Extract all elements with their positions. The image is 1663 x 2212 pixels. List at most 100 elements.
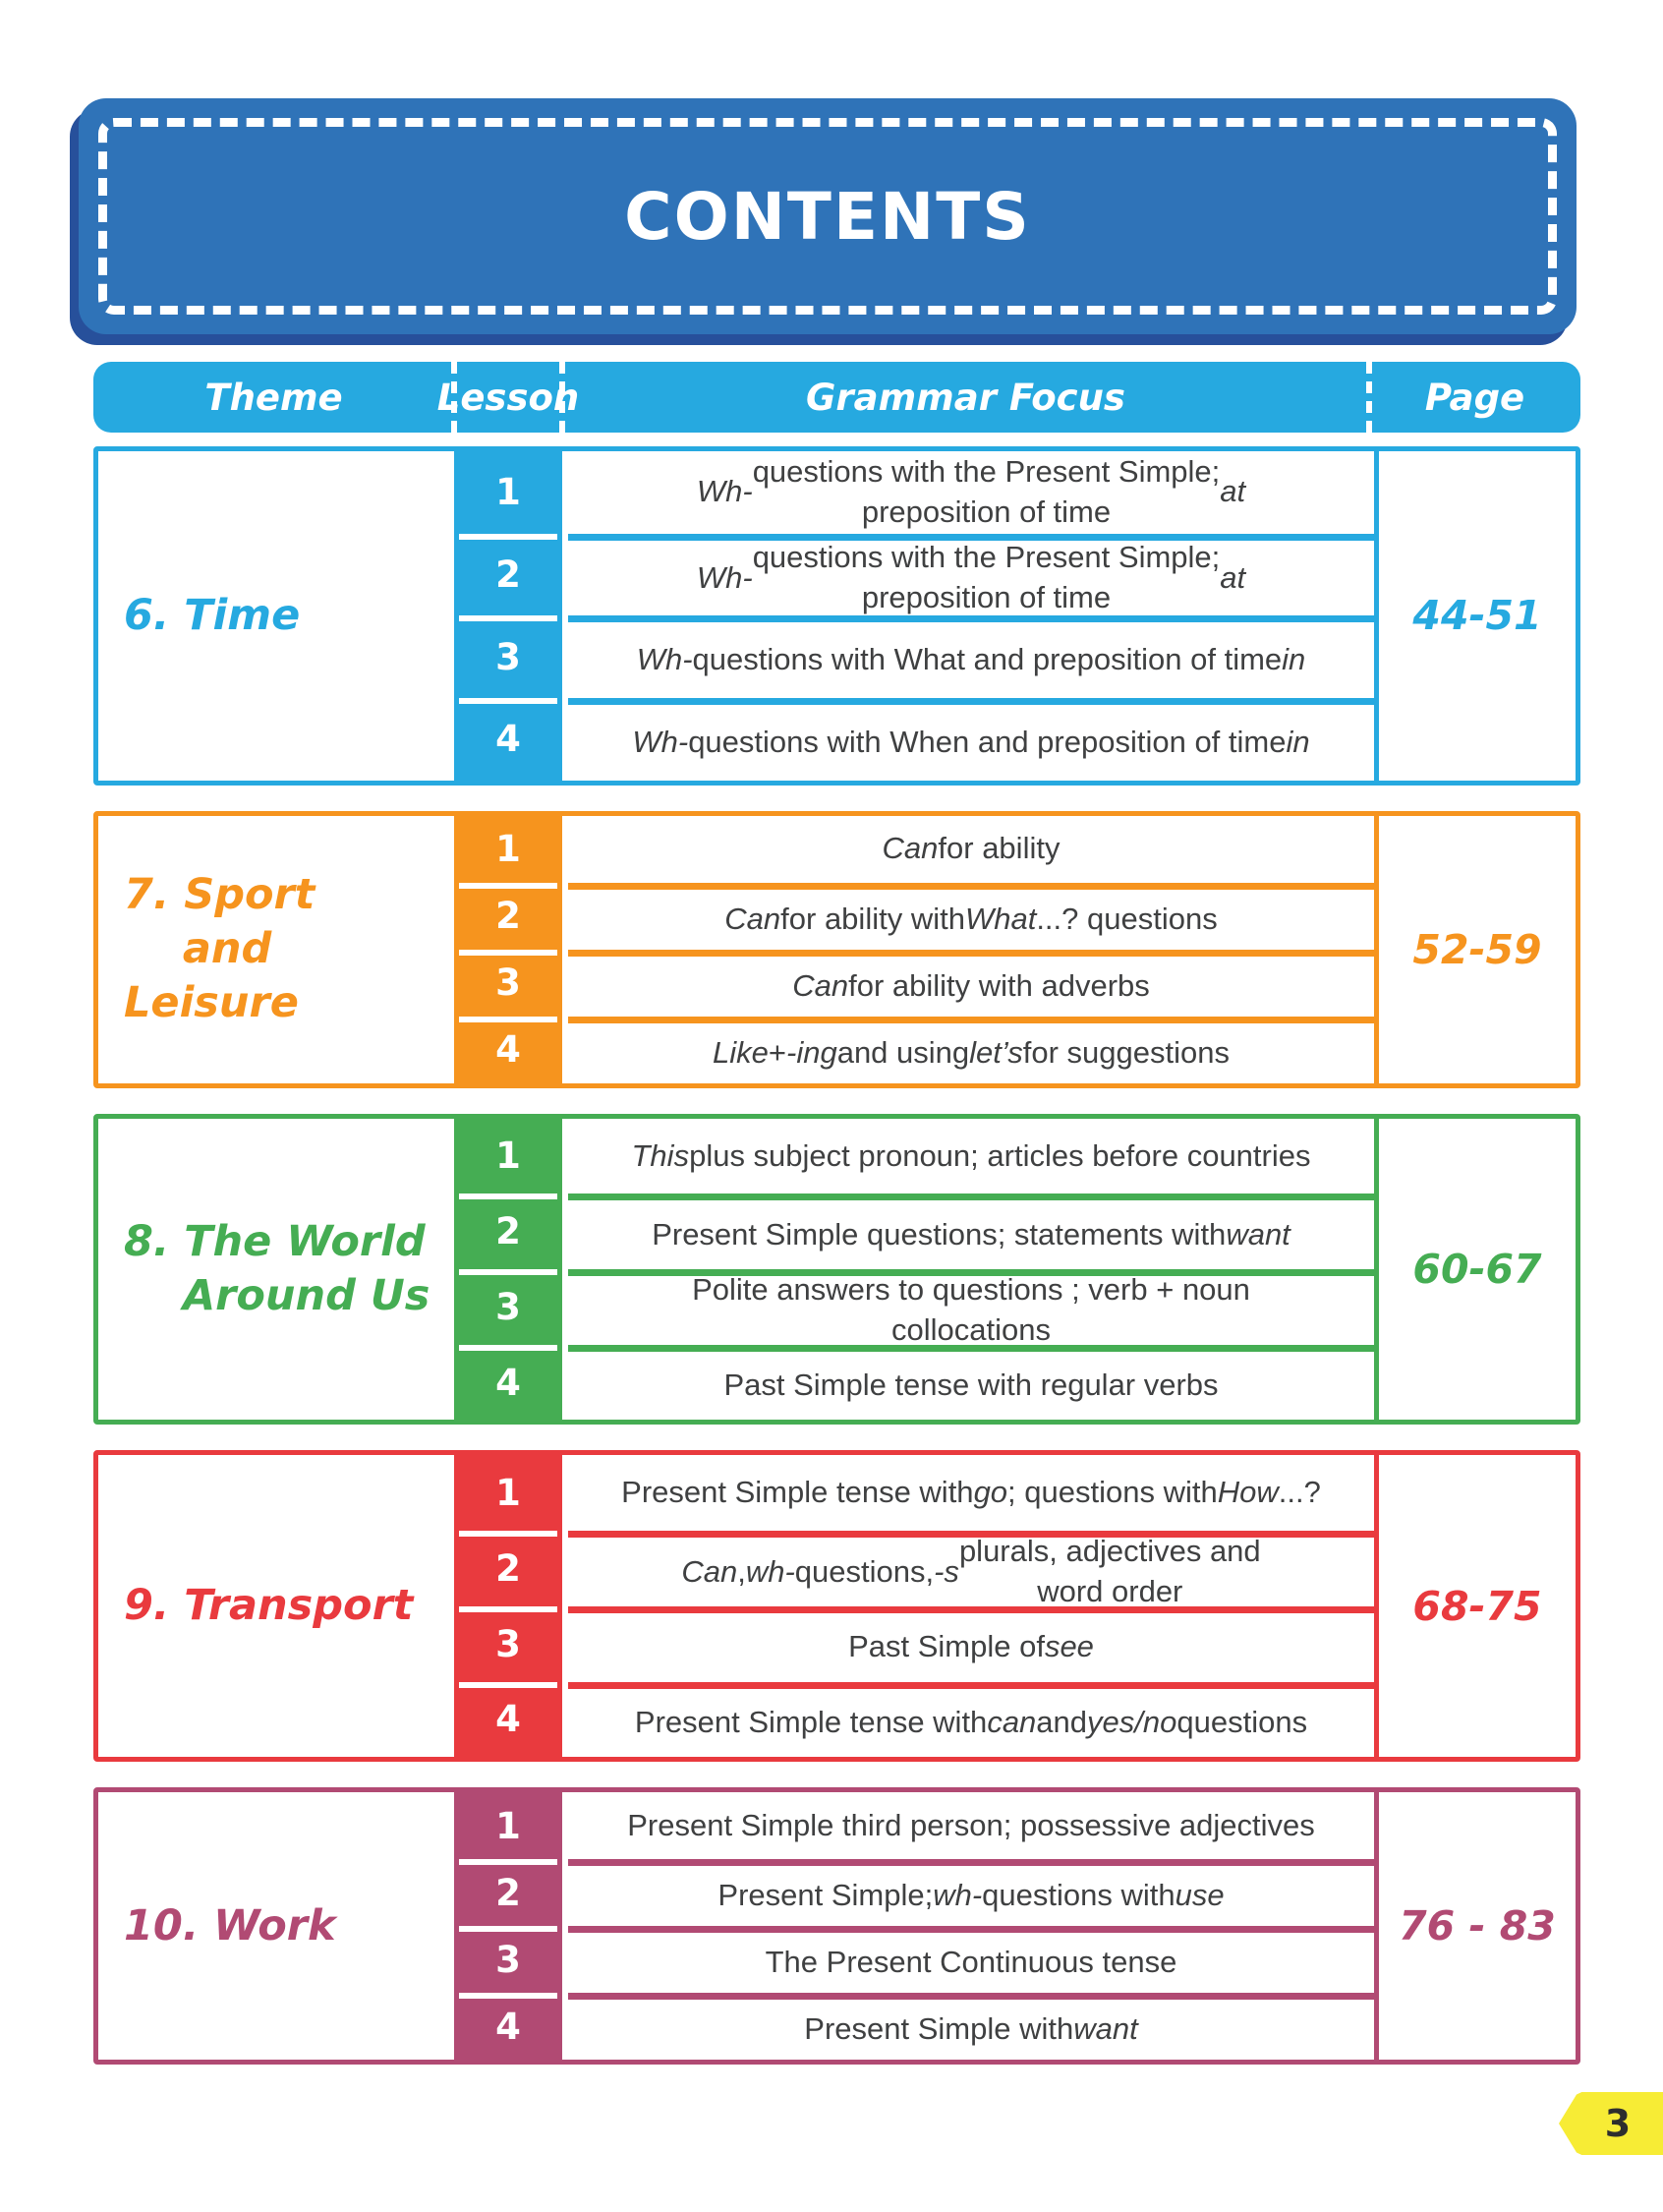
- page-cell: 52-59: [1374, 815, 1576, 1083]
- lesson-row: 3 Polite answers to questions ; verb + n…: [454, 1269, 1374, 1347]
- lesson-number: 3: [454, 949, 562, 1017]
- contents-table: Theme Lesson Grammar Focus Page 6. Time …: [93, 362, 1580, 2066]
- lesson-row: 3 Past Simple of see: [454, 1605, 1374, 1682]
- lesson-row: 2 Wh- questions with the Present Simple;…: [454, 533, 1374, 616]
- theme-title: 8. The World Around Us: [124, 1217, 430, 1321]
- lesson-row: 2 Present Simple questions; statements w…: [454, 1193, 1374, 1270]
- lesson-number: 2: [454, 533, 562, 616]
- lesson-rows: 1 Present Simple tense with go; question…: [454, 1455, 1374, 1758]
- section-time: 6. Time 1 Wh- questions with the Present…: [93, 446, 1580, 786]
- page-cell: 44-51: [1374, 451, 1576, 781]
- lesson-rows: 1 Wh- questions with the Present Simple;…: [454, 451, 1374, 781]
- section-sport-and-leisure: 7. Sport and Leisure 1 Can for ability 2…: [93, 810, 1580, 1088]
- lesson-row: 1 Present Simple tense with go; question…: [454, 1455, 1374, 1532]
- theme-title: 9. Transport: [124, 1581, 414, 1631]
- lesson-number: 1: [454, 1792, 562, 1860]
- contents-banner-dashed-frame: CONTENTS: [98, 118, 1557, 315]
- lesson-row: 2 Can, wh- questions, -s plurals, adject…: [454, 1531, 1374, 1608]
- lesson-row: 4 Present Simple with want: [454, 1993, 1374, 2061]
- theme-cell: 6. Time: [98, 451, 454, 781]
- grammar-focus-text: Wh- questions with What and preposition …: [568, 615, 1374, 698]
- lesson-row: 3 The Present Continuous tense: [454, 1926, 1374, 1994]
- lesson-number: 4: [454, 1016, 562, 1083]
- section-the-world-around-us: 8. The World Around Us 1 This plus subje…: [93, 1113, 1580, 1426]
- grammar-focus-text: Wh- questions with the Present Simple; p…: [568, 533, 1374, 616]
- page-range: 76 - 83: [1399, 1902, 1556, 1950]
- table-header-row: Theme Lesson Grammar Focus Page: [93, 362, 1580, 433]
- lesson-rows: 1 Can for ability 2 Can for ability with…: [454, 815, 1374, 1083]
- lesson-row: 1 This plus subject pronoun; articles be…: [454, 1118, 1374, 1194]
- section-work: 10. Work 1 Present Simple third person; …: [93, 1787, 1580, 2066]
- lesson-number: 3: [454, 615, 562, 698]
- page-range: 52-59: [1412, 925, 1542, 973]
- grammar-focus-text: Past Simple tense with regular verbs: [568, 1344, 1374, 1421]
- page-cell: 68-75: [1374, 1455, 1576, 1758]
- page-range: 60-67: [1412, 1246, 1542, 1294]
- grammar-focus-text: Present Simple tense with can and yes/no…: [568, 1681, 1374, 1758]
- lesson-row: 2 Can for ability with What ...? questio…: [454, 882, 1374, 950]
- contents-banner: CONTENTS: [79, 98, 1577, 334]
- lesson-row: 4 Wh- questions with When and prepositio…: [454, 697, 1374, 781]
- grammar-focus-text: Present Simple; wh- questions with use: [568, 1859, 1374, 1926]
- grammar-focus-text: Present Simple with want: [568, 1993, 1374, 2060]
- section-transport: 9. Transport 1 Present Simple tense with…: [93, 1450, 1580, 1763]
- sections: 6. Time 1 Wh- questions with the Present…: [93, 446, 1580, 2066]
- lesson-rows: 1 Present Simple third person; possessiv…: [454, 1792, 1374, 2061]
- grammar-focus-text: Can for ability: [882, 831, 1061, 866]
- lesson-row: 1 Wh- questions with the Present Simple;…: [454, 451, 1374, 534]
- lesson-number: 1: [454, 1455, 562, 1532]
- lesson-row: 4 Past Simple tense with regular verbs: [454, 1344, 1374, 1421]
- lesson-number: 4: [454, 1681, 562, 1758]
- lesson-row: 3 Can for ability with adverbs: [454, 949, 1374, 1017]
- grammar-focus-text: Wh- questions with When and preposition …: [568, 697, 1374, 781]
- lesson-number: 2: [454, 1859, 562, 1927]
- lesson-number: 3: [454, 1926, 562, 1994]
- grammar-focus-text: Present Simple third person; possessive …: [627, 1807, 1315, 1842]
- grammar-focus-text: Polite answers to questions ; verb + nou…: [568, 1269, 1374, 1347]
- grammar-focus-text: Present Simple questions; statements wit…: [568, 1193, 1374, 1269]
- lesson-row: 4 Like + -ing and using let’s for sugges…: [454, 1016, 1374, 1083]
- page-number: 3: [1604, 2102, 1632, 2145]
- header-grammar-focus: Grammar Focus: [806, 376, 1125, 419]
- lesson-number: 2: [454, 1531, 562, 1606]
- grammar-focus-text: Can for ability with What ...? questions: [568, 882, 1374, 950]
- page-number-tab: 3: [1559, 2092, 1663, 2155]
- header-page: Page: [1424, 376, 1525, 419]
- lesson-number: 3: [454, 1605, 562, 1682]
- theme-cell: 9. Transport: [98, 1455, 454, 1757]
- theme-cell: 7. Sport and Leisure: [98, 816, 454, 1083]
- lesson-number: 1: [454, 1118, 562, 1194]
- grammar-focus-text: The Present Continuous tense: [568, 1926, 1374, 1993]
- lesson-number: 4: [454, 1993, 562, 2061]
- grammar-focus-text: Can for ability with adverbs: [568, 949, 1374, 1017]
- lesson-row: 1 Present Simple third person; possessiv…: [454, 1792, 1374, 1860]
- header-theme: Theme: [204, 376, 343, 419]
- page-range: 44-51: [1412, 592, 1542, 640]
- header-divider: [1366, 362, 1372, 433]
- header-divider: [559, 362, 565, 433]
- grammar-focus-text: Present Simple tense with go; questions …: [621, 1475, 1321, 1510]
- lesson-rows: 1 This plus subject pronoun; articles be…: [454, 1118, 1374, 1421]
- lesson-row: 3 Wh- questions with What and prepositio…: [454, 615, 1374, 698]
- lesson-number: 3: [454, 1269, 562, 1345]
- grammar-focus-text: Can, wh- questions, -s plurals, adjectiv…: [568, 1531, 1374, 1608]
- lesson-number: 2: [454, 1193, 562, 1270]
- theme-cell: 10. Work: [98, 1792, 454, 2060]
- lesson-number: 2: [454, 882, 562, 950]
- lesson-number: 4: [454, 697, 562, 781]
- theme-title: 7. Sport and Leisure: [124, 870, 315, 1028]
- lesson-row: 4 Present Simple tense with can and yes/…: [454, 1681, 1374, 1758]
- page-cell: 60-67: [1374, 1118, 1576, 1421]
- page-cell: 76 - 83: [1374, 1792, 1576, 2061]
- lesson-number: 1: [454, 815, 562, 883]
- page-title: CONTENTS: [624, 178, 1031, 255]
- lesson-number: 4: [454, 1344, 562, 1421]
- lesson-row: 1 Can for ability: [454, 815, 1374, 883]
- header-lesson: Lesson: [436, 376, 580, 419]
- grammar-focus-text: Like + -ing and using let’s for suggesti…: [568, 1016, 1374, 1083]
- lesson-row: 2 Present Simple; wh- questions with use: [454, 1859, 1374, 1927]
- grammar-focus-text: Wh- questions with the Present Simple; p…: [696, 453, 1246, 529]
- header-divider: [451, 362, 457, 433]
- lesson-number: 1: [454, 451, 562, 534]
